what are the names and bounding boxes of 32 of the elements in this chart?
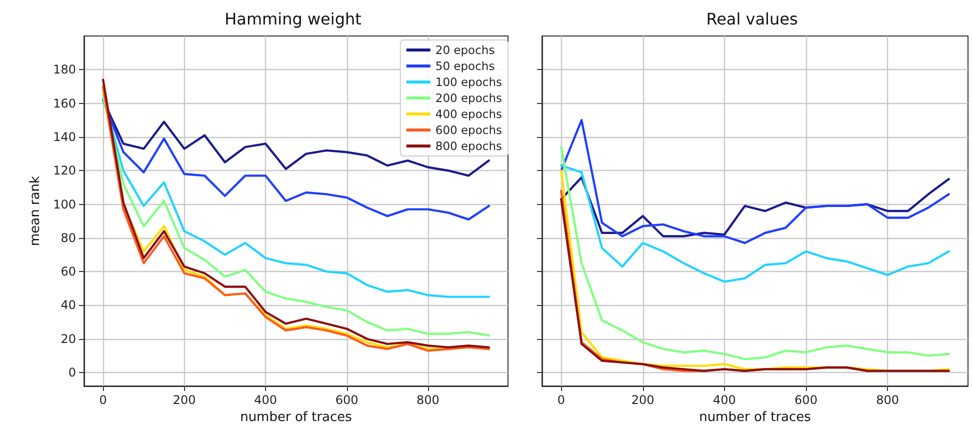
y-tick-label: 180: [53, 62, 76, 77]
x-tick-label: 0: [99, 393, 107, 407]
x-tick-label: 800: [876, 393, 900, 407]
y-tick-label: 120: [53, 164, 76, 178]
x-axis-title: number of traces: [699, 410, 812, 425]
x-tick-label: 800: [416, 393, 440, 407]
y-axis-title: mean rank: [28, 175, 44, 246]
y-tick-label: 160: [53, 96, 76, 110]
legend-label: 20 epochs: [435, 43, 495, 57]
y-tick-label: 20: [60, 332, 76, 346]
x-tick-label: 600: [335, 393, 358, 407]
legend-label: 400 epochs: [435, 107, 502, 121]
y-tick-label: 80: [60, 230, 76, 245]
y-tick-label: 60: [60, 264, 76, 279]
legend-label: 800 epochs: [435, 139, 502, 153]
legend-label: 50 epochs: [435, 59, 495, 73]
x-tick-label: 200: [172, 393, 196, 407]
y-tick-label: 0: [68, 366, 76, 380]
y-tick-label: 40: [60, 298, 76, 312]
legend-label: 100 epochs: [435, 75, 502, 89]
x-tick-label: 600: [794, 393, 818, 407]
legend-label: 600 epochs: [435, 123, 502, 137]
chart-title: Hamming weight: [224, 10, 362, 28]
x-tick-label: 400: [254, 393, 277, 407]
y-tick-label: 100: [53, 197, 76, 212]
chart-title: Real values: [706, 10, 798, 28]
x-axis-title: number of traces: [240, 410, 352, 425]
y-tick-label: 140: [53, 130, 76, 144]
x-tick-label: 0: [557, 393, 565, 407]
x-tick-label: 200: [631, 393, 654, 407]
x-tick-label: 400: [712, 393, 736, 407]
legend-label: 200 epochs: [435, 91, 502, 105]
